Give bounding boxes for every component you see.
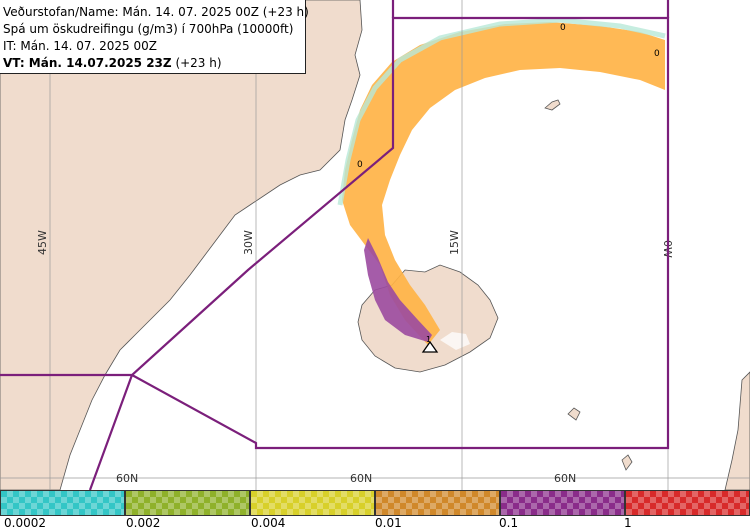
lon-label-30w: 30W [242,230,255,255]
lon-label-45w: 45W [36,230,49,255]
legend-tick-4: 0.1 [499,516,519,530]
info-line-valid-time: VT: Mán. 14.07.2025 23Z (+23 h) [3,55,305,72]
legend-swatch-red [625,490,750,516]
glacier-area [440,332,470,350]
valid-time-offset: (+23 h) [175,56,222,70]
volcano-marker[interactable]: 1 [421,335,439,353]
ash-plume-low [342,22,665,345]
info-line-issuer: Veðurstofan/Name: Mán. 14. 07. 2025 00Z … [3,4,309,21]
greenland-landmass [0,0,363,490]
issuer-value: Mán. 14. 07. 2025 00Z (+23 h) [122,5,309,19]
lat-label-60n-center: 60N [350,472,372,485]
legend-tick-labels: 0.0002 0.002 0.004 0.01 0.1 1 [0,516,750,532]
forecast-region-boundary [0,16,670,490]
zero-label-1: 0 [560,23,566,33]
ash-plume-trace [337,17,666,206]
info-line-product: Spá um öskudreifingu (g/m3) í 700hPa (10… [3,22,294,36]
jan-mayen-island [544,99,561,111]
legend-color-bar [0,490,750,516]
lon-label-15w: 15W [448,230,461,255]
legend-swatch-olive [125,490,250,516]
legend-swatch-yellow [250,490,375,516]
legend-tick-1: 0.002 [126,516,161,530]
info-line-issue-time: IT: Mán. 14. 07. 2025 00Z [3,39,157,53]
volcano-label: 1 [426,335,431,344]
lat-label-60n-left: 60N [116,472,138,485]
zero-label-2: 0 [654,49,660,59]
concentration-legend: 0.0002 0.002 0.004 0.01 0.1 1 [0,490,750,532]
issuer-label: Veðurstofan/Name: [3,5,119,19]
zero-label-3: 0 [357,160,363,170]
legend-tick-2: 0.004 [251,516,286,530]
lat-label-60n-right: 60N [554,472,576,485]
ash-plume-high [364,238,432,342]
volcano-triangle-icon [421,340,439,353]
faroe-islands [567,407,581,421]
forecast-info-box: Veðurstofan/Name: Mán. 14. 07. 2025 00Z … [0,0,309,74]
legend-swatch-orange [375,490,500,516]
scandinavia-edge [724,371,750,490]
legend-swatch-purple [500,490,625,516]
legend-swatch-cyan [0,490,125,516]
ash-dispersion-map: 45W 30W 15W 0W 60N 60N 60N 0 0 0 1 [0,0,750,490]
valid-time-label: VT: Mán. 14.07.2025 23Z [3,56,172,70]
legend-tick-5: 1 [624,516,632,530]
legend-tick-3: 0.01 [375,516,402,530]
legend-tick-0: 0.0002 [4,516,46,530]
shetland-island [621,454,633,471]
